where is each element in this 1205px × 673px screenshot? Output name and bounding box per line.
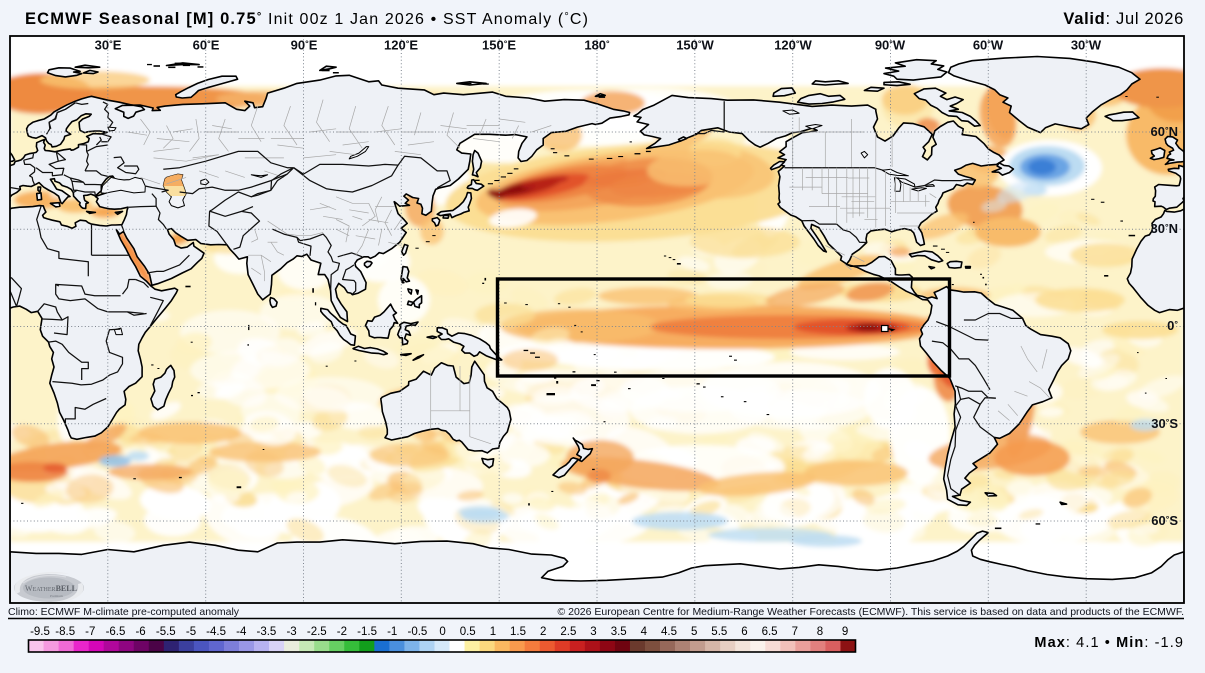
- svg-text:60°W: 60°W: [973, 38, 1004, 53]
- svg-text:-2: -2: [337, 626, 347, 638]
- svg-text:30°S: 30°S: [1151, 416, 1178, 431]
- svg-text:3: 3: [590, 626, 596, 638]
- svg-text:6: 6: [741, 626, 747, 638]
- svg-text:2: 2: [540, 626, 546, 638]
- svg-text:5: 5: [691, 626, 697, 638]
- svg-text:3.5: 3.5: [611, 626, 627, 638]
- svg-text:60°E: 60°E: [193, 38, 220, 53]
- svg-text:WEATHERBELL: WEATHERBELL: [25, 584, 77, 593]
- svg-text:-7: -7: [85, 626, 95, 638]
- svg-text:-1.5: -1.5: [357, 626, 377, 638]
- svg-text:-4: -4: [236, 626, 247, 638]
- svg-text:60°S: 60°S: [1151, 513, 1178, 528]
- svg-text:1: 1: [490, 626, 496, 638]
- svg-text:9: 9: [842, 626, 848, 638]
- svg-text:90°E: 90°E: [291, 38, 318, 53]
- svg-text:60°N: 60°N: [1151, 124, 1178, 139]
- svg-text:0°: 0°: [1167, 318, 1178, 333]
- svg-text:-6: -6: [135, 626, 145, 638]
- svg-text:Climo: ECMWF M-climate pre-com: Climo: ECMWF M-climate pre-computed anom…: [8, 606, 240, 618]
- svg-text:-2.5: -2.5: [307, 626, 327, 638]
- svg-text:6.5: 6.5: [762, 626, 778, 638]
- svg-text:30°E: 30°E: [95, 38, 122, 53]
- svg-text:1.5: 1.5: [510, 626, 526, 638]
- svg-text:-9.5: -9.5: [30, 626, 50, 638]
- svg-text:4.5: 4.5: [661, 626, 677, 638]
- svg-text:-4.5: -4.5: [206, 626, 226, 638]
- svg-text:8: 8: [817, 626, 823, 638]
- svg-text:0.5: 0.5: [460, 626, 476, 638]
- svg-text:90°W: 90°W: [875, 38, 906, 53]
- svg-text:© 2026 European Centre for Med: © 2026 European Centre for Medium-Range …: [557, 606, 1184, 618]
- svg-text:-0.5: -0.5: [407, 626, 427, 638]
- svg-text:-3.5: -3.5: [256, 626, 276, 638]
- svg-text:150°E: 150°E: [482, 38, 516, 53]
- svg-text:-5.5: -5.5: [156, 626, 176, 638]
- svg-text:180°: 180°: [584, 38, 610, 53]
- svg-text:0: 0: [439, 626, 445, 638]
- svg-text:-5: -5: [186, 626, 196, 638]
- svg-text:2.5: 2.5: [560, 626, 576, 638]
- svg-text:-1: -1: [387, 626, 397, 638]
- svg-text:-6.5: -6.5: [106, 626, 126, 638]
- svg-text:-3: -3: [286, 626, 296, 638]
- svg-text:ECMWF Seasonal [M] 0.75° Init: ECMWF Seasonal [M] 0.75° Init 00z 1 Jan …: [25, 10, 589, 28]
- svg-text:4: 4: [641, 626, 648, 638]
- svg-text:Valid: Jul 2026: Valid: Jul 2026: [1063, 10, 1184, 28]
- svg-text:120°E: 120°E: [384, 38, 418, 53]
- svg-text:5.5: 5.5: [711, 626, 727, 638]
- svg-text:150°W: 150°W: [676, 38, 714, 53]
- svg-text:30°W: 30°W: [1071, 38, 1102, 53]
- svg-text:30°N: 30°N: [1151, 221, 1178, 236]
- svg-text:120°W: 120°W: [774, 38, 812, 53]
- svg-text:7: 7: [792, 626, 798, 638]
- svg-text:Premium: Premium: [50, 594, 63, 598]
- svg-text:Max: 4.1 • Min: -1.9: Max: 4.1 • Min: -1.9: [1034, 635, 1184, 651]
- svg-text:-8.5: -8.5: [55, 626, 75, 638]
